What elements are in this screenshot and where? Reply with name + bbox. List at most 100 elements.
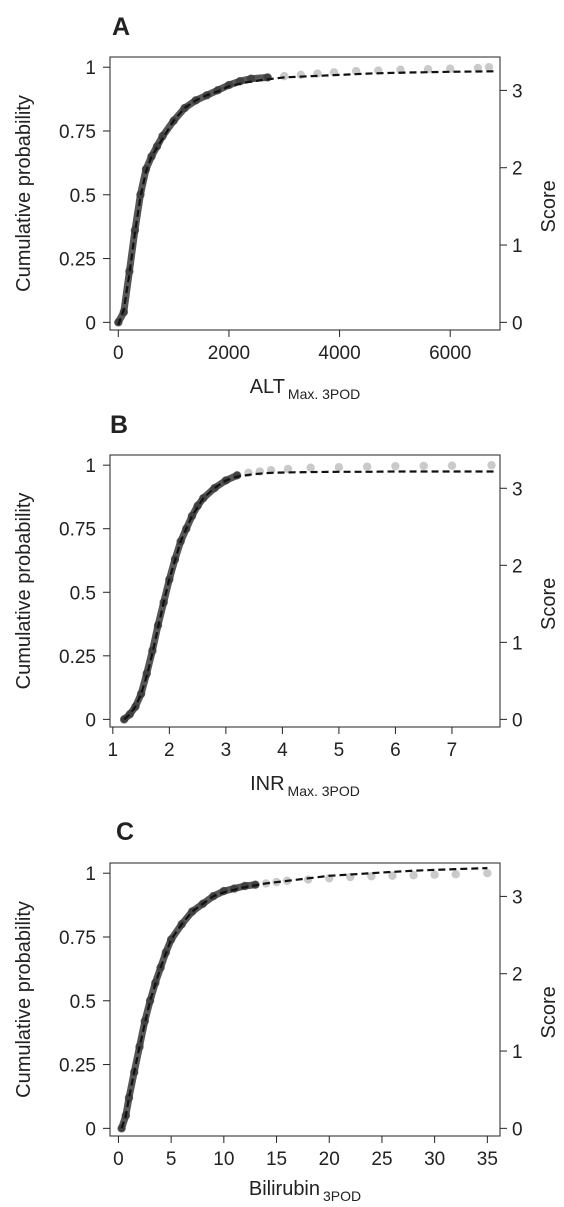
data-point <box>303 875 313 884</box>
y-tick-label: 0.5 <box>70 583 96 604</box>
score-tick-label: 1 <box>512 236 523 257</box>
y-tick-label: 0.25 <box>59 250 96 271</box>
x-tick-label: 10 <box>213 1149 234 1170</box>
x-tick-label: 5 <box>166 1149 177 1170</box>
x-tick-label: 6 <box>390 740 401 761</box>
plot-frame <box>109 56 501 331</box>
y-tick-label: 0 <box>85 710 96 731</box>
data-point <box>152 142 162 151</box>
data-point <box>419 461 428 471</box>
x-tick-label: 15 <box>266 1149 287 1170</box>
data-layer <box>114 63 495 327</box>
score-tick-label: 3 <box>512 81 523 102</box>
y-tick-label: 1 <box>85 864 96 885</box>
x-tick-label: 2000 <box>208 343 250 364</box>
score-tick-label: 2 <box>512 965 523 986</box>
x-tick-label: 7 <box>447 740 458 761</box>
data-point <box>145 996 155 1005</box>
score-tick-label: 0 <box>512 313 523 334</box>
data-point <box>125 267 134 276</box>
data-layer <box>117 867 492 1133</box>
y-tick-label: 0 <box>85 313 96 334</box>
y-tick-label: 0.75 <box>59 520 96 541</box>
x-tick-label: 3 <box>221 740 232 761</box>
x-tick-label: 35 <box>477 1149 498 1170</box>
panel-a: A 0 0.25 0.5 0.75 1 0 1 2 3 0 2000 4000 6000 Cumulativ… <box>13 13 560 402</box>
data-point <box>124 1093 134 1102</box>
plot-frame <box>109 862 501 1137</box>
data-point <box>130 226 140 235</box>
y-axis-title: Cumulative probability <box>13 901 35 1098</box>
x-tick-label: 25 <box>371 1149 392 1170</box>
data-point <box>142 669 151 678</box>
data-point <box>487 460 496 470</box>
dense-points-band <box>118 881 259 1132</box>
score-tick-label: 2 <box>512 159 523 180</box>
data-point <box>246 74 256 83</box>
x-tick-label: 4000 <box>318 343 360 364</box>
y-tick-label: 1 <box>85 456 96 477</box>
x-tick-label: 4 <box>277 740 288 761</box>
x-axis-title-subscript: Max. 3POD <box>288 386 360 402</box>
panel-letter: C <box>116 818 134 846</box>
y-tick-label: 0.25 <box>59 647 96 668</box>
x-axis-title-main: INR <box>250 773 284 795</box>
x-tick-label: 20 <box>319 1149 340 1170</box>
x-tick-label: 2 <box>164 740 175 761</box>
y-tick-label: 0.25 <box>59 1056 96 1077</box>
data-point <box>451 870 460 879</box>
score-tick-label: 3 <box>512 479 523 500</box>
score-tick-label: 1 <box>512 1042 523 1063</box>
x-axis-title: ALT Max. 3POD <box>250 376 361 402</box>
x-tick-label: 5 <box>334 740 345 761</box>
dense-points-band <box>120 471 241 723</box>
score-tick-label: 2 <box>512 556 523 577</box>
data-point <box>388 871 397 880</box>
y-tick-label: 1 <box>85 58 96 79</box>
y-tick-label: 0.75 <box>59 928 96 949</box>
data-point <box>187 511 197 521</box>
panel-letter: A <box>112 13 130 41</box>
score-tick-label: 0 <box>512 710 523 731</box>
x-tick-label: 6000 <box>429 343 471 364</box>
y-axis-title: Cumulative probability <box>13 95 35 292</box>
fitted-curve <box>123 470 498 721</box>
x-tick-label: 0 <box>113 343 124 364</box>
data-point <box>296 70 306 80</box>
x-axis-title: Bilirubin 3POD <box>249 1178 361 1204</box>
x-axis-title-main: Bilirubin <box>249 1178 320 1200</box>
x-axis-title-main: ALT <box>250 376 285 398</box>
x-axis-title-subscript: Max. 3POD <box>288 783 360 799</box>
data-point <box>140 1016 149 1026</box>
data-point <box>409 871 418 880</box>
y-tick-label: 0 <box>85 1119 96 1140</box>
data-point <box>334 463 344 472</box>
x-axis-title-subscript: 3POD <box>323 1188 361 1204</box>
y-axis-title: Cumulative probability <box>13 493 35 690</box>
score-axis-title: Score <box>538 180 560 232</box>
score-tick-label: 3 <box>512 887 523 908</box>
fitted-curve <box>117 70 495 326</box>
data-point <box>483 869 492 878</box>
score-tick-label: 0 <box>512 1119 523 1140</box>
x-axis-title: INR Max. 3POD <box>250 773 360 799</box>
data-point <box>283 464 293 474</box>
data-point <box>117 1124 126 1133</box>
panel-letter: B <box>110 411 128 439</box>
plot-frame <box>109 454 501 728</box>
data-point <box>306 463 315 472</box>
data-point <box>473 63 483 73</box>
y-tick-label: 0.75 <box>59 122 96 143</box>
y-tick-label: 0.5 <box>70 992 96 1013</box>
data-point <box>147 152 156 161</box>
fitted-curve <box>120 867 488 1129</box>
data-layer <box>119 460 498 724</box>
data-point <box>430 870 439 879</box>
score-tick-label: 1 <box>512 633 523 654</box>
score-axis-title: Score <box>538 986 560 1038</box>
data-point <box>362 462 372 471</box>
data-point <box>484 63 494 72</box>
